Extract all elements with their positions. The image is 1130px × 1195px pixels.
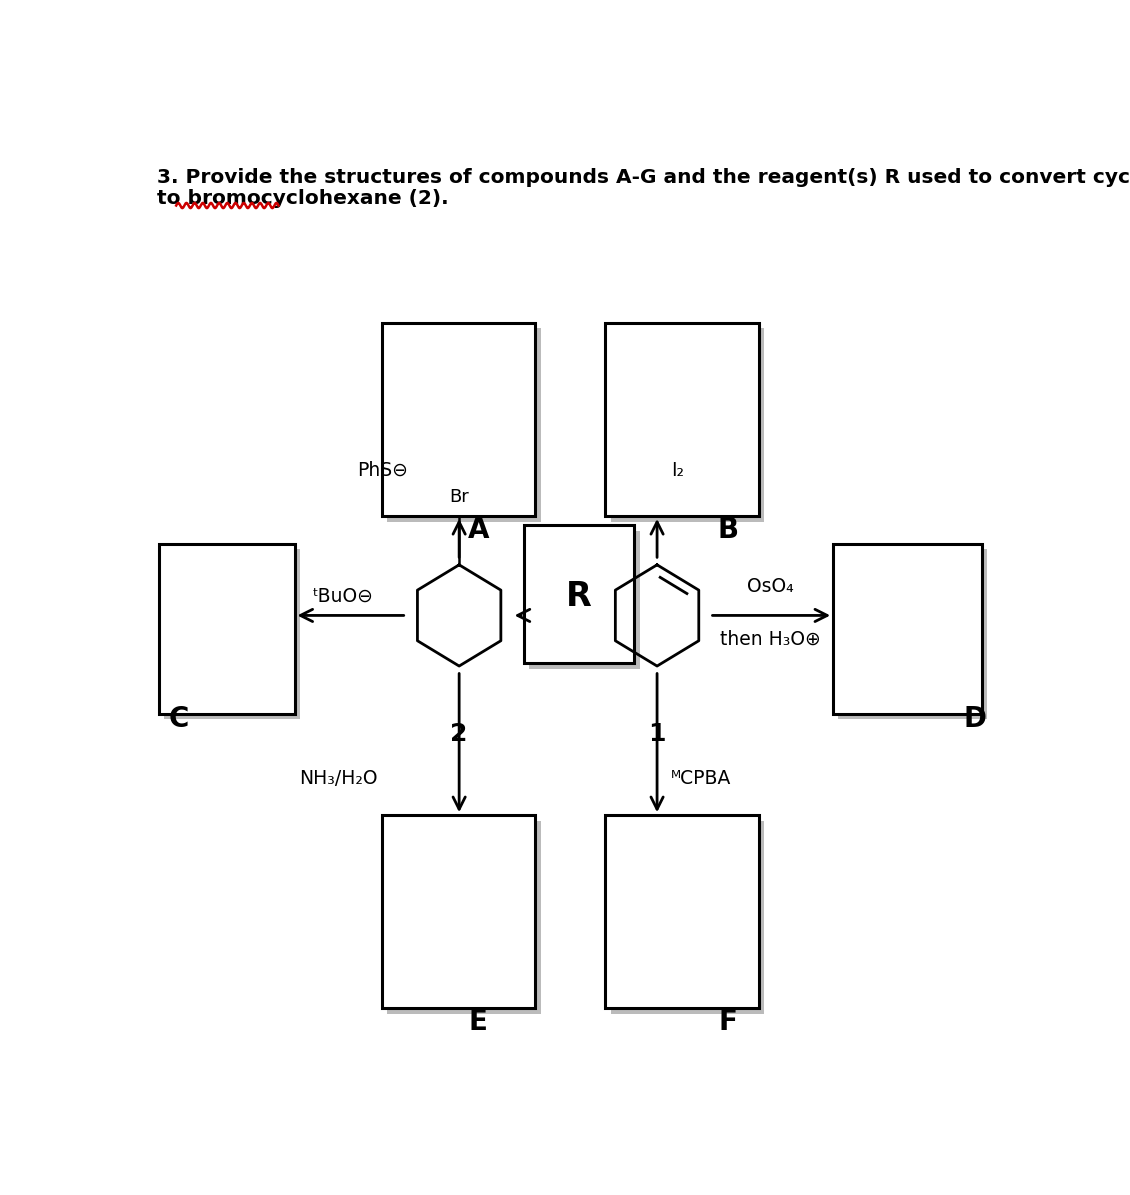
Text: NH₃/H₂O: NH₃/H₂O: [299, 768, 377, 788]
Text: 1: 1: [649, 722, 666, 746]
Text: C: C: [168, 705, 189, 734]
Text: then H₃O⊕: then H₃O⊕: [720, 630, 820, 648]
Bar: [388, 329, 540, 521]
Text: F: F: [719, 1009, 738, 1036]
Text: A: A: [468, 516, 489, 544]
Text: E: E: [469, 1009, 488, 1036]
Text: Br: Br: [450, 488, 469, 505]
Text: B: B: [718, 516, 739, 544]
Bar: [524, 526, 634, 663]
Bar: [388, 821, 540, 1013]
Bar: [382, 815, 536, 1009]
Bar: [382, 323, 536, 516]
Bar: [833, 544, 982, 713]
Bar: [838, 550, 988, 719]
Text: I₂: I₂: [671, 460, 684, 479]
Text: OsO₄: OsO₄: [747, 577, 793, 596]
Text: 2: 2: [451, 722, 468, 746]
Bar: [610, 329, 764, 521]
Bar: [606, 323, 758, 516]
Text: to bromocyclohexane (2).: to bromocyclohexane (2).: [157, 189, 449, 208]
Text: ᵗBuO⊖: ᵗBuO⊖: [312, 587, 373, 606]
Text: ᴹCPBA: ᴹCPBA: [671, 768, 731, 788]
Text: D: D: [964, 705, 986, 734]
Text: R: R: [566, 580, 592, 613]
Bar: [164, 550, 299, 719]
Bar: [610, 821, 764, 1013]
Text: PhS⊖: PhS⊖: [357, 460, 408, 479]
Text: 3. Provide the structures of compounds A-G and the reagent(s) R used to convert : 3. Provide the structures of compounds A…: [157, 168, 1130, 186]
Bar: [158, 544, 295, 713]
Bar: [529, 531, 640, 669]
Bar: [606, 815, 758, 1009]
